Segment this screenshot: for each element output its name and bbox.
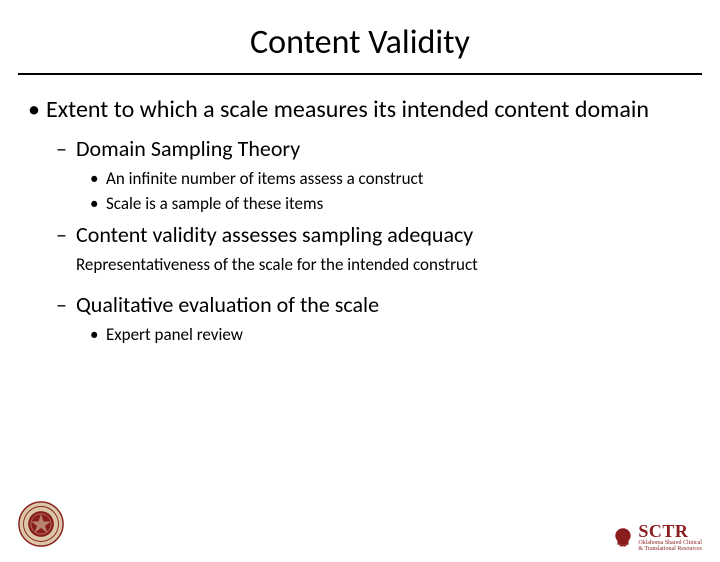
slide-title: Content Validity	[0, 22, 720, 63]
bullet-level2: Qualitative evaluation of the scale	[18, 291, 702, 320]
bullet-level2: Content validity assesses sampling adequ…	[18, 221, 702, 250]
footer: SCTR Oklahoma Shared Clinical & Translat…	[18, 501, 702, 552]
bullet-level3: Scale is a sample of these items	[18, 193, 702, 216]
bullet-level1: Extent to which a scale measures its int…	[18, 95, 702, 125]
bullet-level3: An infinite number of items assess a con…	[18, 168, 702, 191]
sctr-main-label: SCTR	[638, 522, 702, 540]
bullet-level2: Domain Sampling Theory	[18, 135, 702, 164]
sctr-sub-label: & Translational Resources	[638, 546, 702, 552]
sctr-text: SCTR Oklahoma Shared Clinical & Translat…	[638, 522, 702, 552]
slide-content: Extent to which a scale measures its int…	[0, 95, 720, 347]
title-rule	[18, 73, 702, 75]
sctr-logo: SCTR Oklahoma Shared Clinical & Translat…	[612, 522, 702, 552]
bullet-level3: Expert panel review	[18, 324, 702, 347]
sctr-mark-icon	[612, 526, 634, 548]
seal-icon	[18, 501, 64, 547]
seal-logo	[18, 501, 64, 552]
bullet-level2-sub: Representativeness of the scale for the …	[18, 254, 702, 277]
